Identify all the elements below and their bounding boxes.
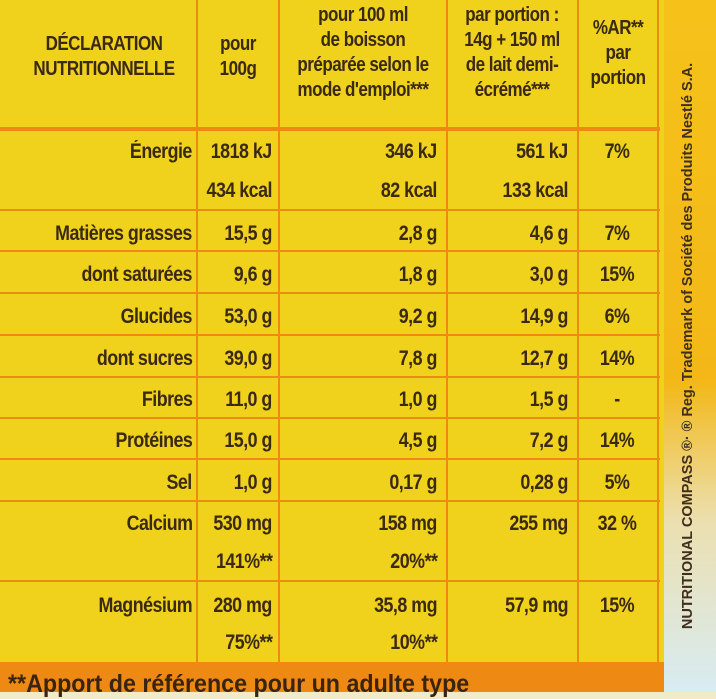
- cell-perportion: 255 mg: [509, 512, 569, 535]
- cell-per100ml: 82 kcal: [381, 179, 438, 202]
- cell-per100g: 39,0 g: [224, 347, 272, 370]
- row-name: dont sucres: [96, 347, 192, 370]
- cell-per100ml: 4,5 g: [398, 429, 438, 452]
- cell-per100g: 1,0 g: [233, 471, 273, 494]
- cell-per100g: 15,5 g: [224, 222, 272, 245]
- cell-per100g: 434 kcal: [206, 179, 273, 202]
- cell-ar: -: [614, 388, 620, 411]
- footnote-band: [0, 662, 671, 692]
- row-name: dont saturées: [81, 263, 193, 286]
- row-divider: [0, 417, 660, 419]
- row-divider: [0, 209, 660, 211]
- cell-per100ml: 35,8 mg: [374, 594, 437, 617]
- cell-per100g: 9,6 g: [233, 263, 273, 286]
- row-divider: [0, 458, 660, 460]
- cell-perportion: 0,28 g: [520, 471, 568, 494]
- cell-per100g: 53,0 g: [224, 305, 272, 328]
- cell-per100g: 280 mg: [213, 594, 273, 617]
- header-ar: %AR** par portion: [590, 17, 646, 89]
- row-name: Calcium: [126, 512, 192, 535]
- cell-ar: 7%: [604, 222, 630, 245]
- footnote: **Apport de référence pour un adulte typ…: [8, 670, 470, 698]
- row-name: Énergie: [130, 140, 192, 163]
- cell-per100g: 141%**: [215, 550, 273, 573]
- row-divider: [0, 500, 660, 502]
- cell-perportion: 1,5 g: [529, 388, 569, 411]
- cell-ar: 5%: [604, 471, 630, 494]
- row-name: Magnésium: [98, 594, 192, 617]
- cell-perportion: 3,0 g: [529, 263, 569, 286]
- cell-per100ml: 2,8 g: [398, 222, 438, 245]
- row-divider: [0, 376, 660, 378]
- cell-per100ml: 7,8 g: [398, 347, 438, 370]
- cell-perportion: 133 kcal: [502, 179, 569, 202]
- cell-per100ml: 346 kJ: [385, 140, 437, 163]
- cell-perportion: 57,9 mg: [505, 594, 568, 617]
- cell-perportion: 7,2 g: [529, 429, 569, 452]
- grid-line: [196, 0, 198, 662]
- row-name: Protéines: [115, 429, 192, 452]
- cell-per100g: 11,0 g: [225, 388, 272, 411]
- cell-ar: 32 %: [597, 512, 637, 535]
- cell-perportion: 4,6 g: [529, 222, 569, 245]
- row-name: Fibres: [141, 388, 192, 411]
- cell-per100g: 15,0 g: [224, 429, 272, 452]
- cell-ar: 6%: [604, 305, 630, 328]
- grid-line: [278, 0, 280, 662]
- cell-per100ml: 9,2 g: [398, 305, 438, 328]
- cell-ar: 7%: [604, 140, 630, 163]
- grid-line: [577, 0, 579, 662]
- cell-per100g: 75%**: [224, 631, 273, 654]
- row-name: Sel: [166, 471, 193, 494]
- row-name: Matières grasses: [55, 222, 192, 245]
- row-name: Glucides: [120, 305, 193, 328]
- cell-perportion: 561 kJ: [516, 140, 568, 163]
- row-divider: [0, 292, 660, 294]
- grid-line: [446, 0, 448, 662]
- nutrition-label-panel: [0, 0, 671, 692]
- cell-per100ml: 20%**: [389, 550, 438, 573]
- cell-per100ml: 0,17 g: [389, 471, 437, 494]
- trademark-text: NUTRITIONAL COMPASS ®· ® Reg. Trademark …: [680, 62, 696, 630]
- cell-ar: 14%: [599, 347, 635, 370]
- cell-per100ml: 1,8 g: [398, 263, 438, 286]
- header-divider: [0, 127, 660, 131]
- row-divider: [0, 334, 660, 336]
- cell-perportion: 12,7 g: [520, 347, 568, 370]
- header-per-100ml: pour 100 ml de boisson préparée selon le m…: [297, 4, 429, 101]
- header-per-100g: pour 100g: [219, 33, 257, 80]
- cell-ar: 15%: [599, 263, 635, 286]
- header-declaration: DÉCLARATION NUTRITIONNELLE: [33, 33, 175, 80]
- cell-per100ml: 10%**: [389, 631, 438, 654]
- row-divider: [0, 580, 660, 582]
- cell-ar: 14%: [599, 429, 635, 452]
- cell-per100ml: 1,0 g: [398, 388, 438, 411]
- row-divider: [0, 250, 660, 252]
- cell-ar: 15%: [599, 594, 635, 617]
- header-per-portion: par portion :14g + 150 ml de lait demi-é…: [464, 4, 560, 101]
- cell-per100g: 1818 kJ: [211, 140, 272, 163]
- side-strip: [664, 0, 716, 692]
- cell-per100ml: 158 mg: [378, 512, 438, 535]
- grid-line: [657, 0, 659, 662]
- cell-per100g: 530 mg: [213, 512, 273, 535]
- cell-perportion: 14,9 g: [520, 305, 568, 328]
